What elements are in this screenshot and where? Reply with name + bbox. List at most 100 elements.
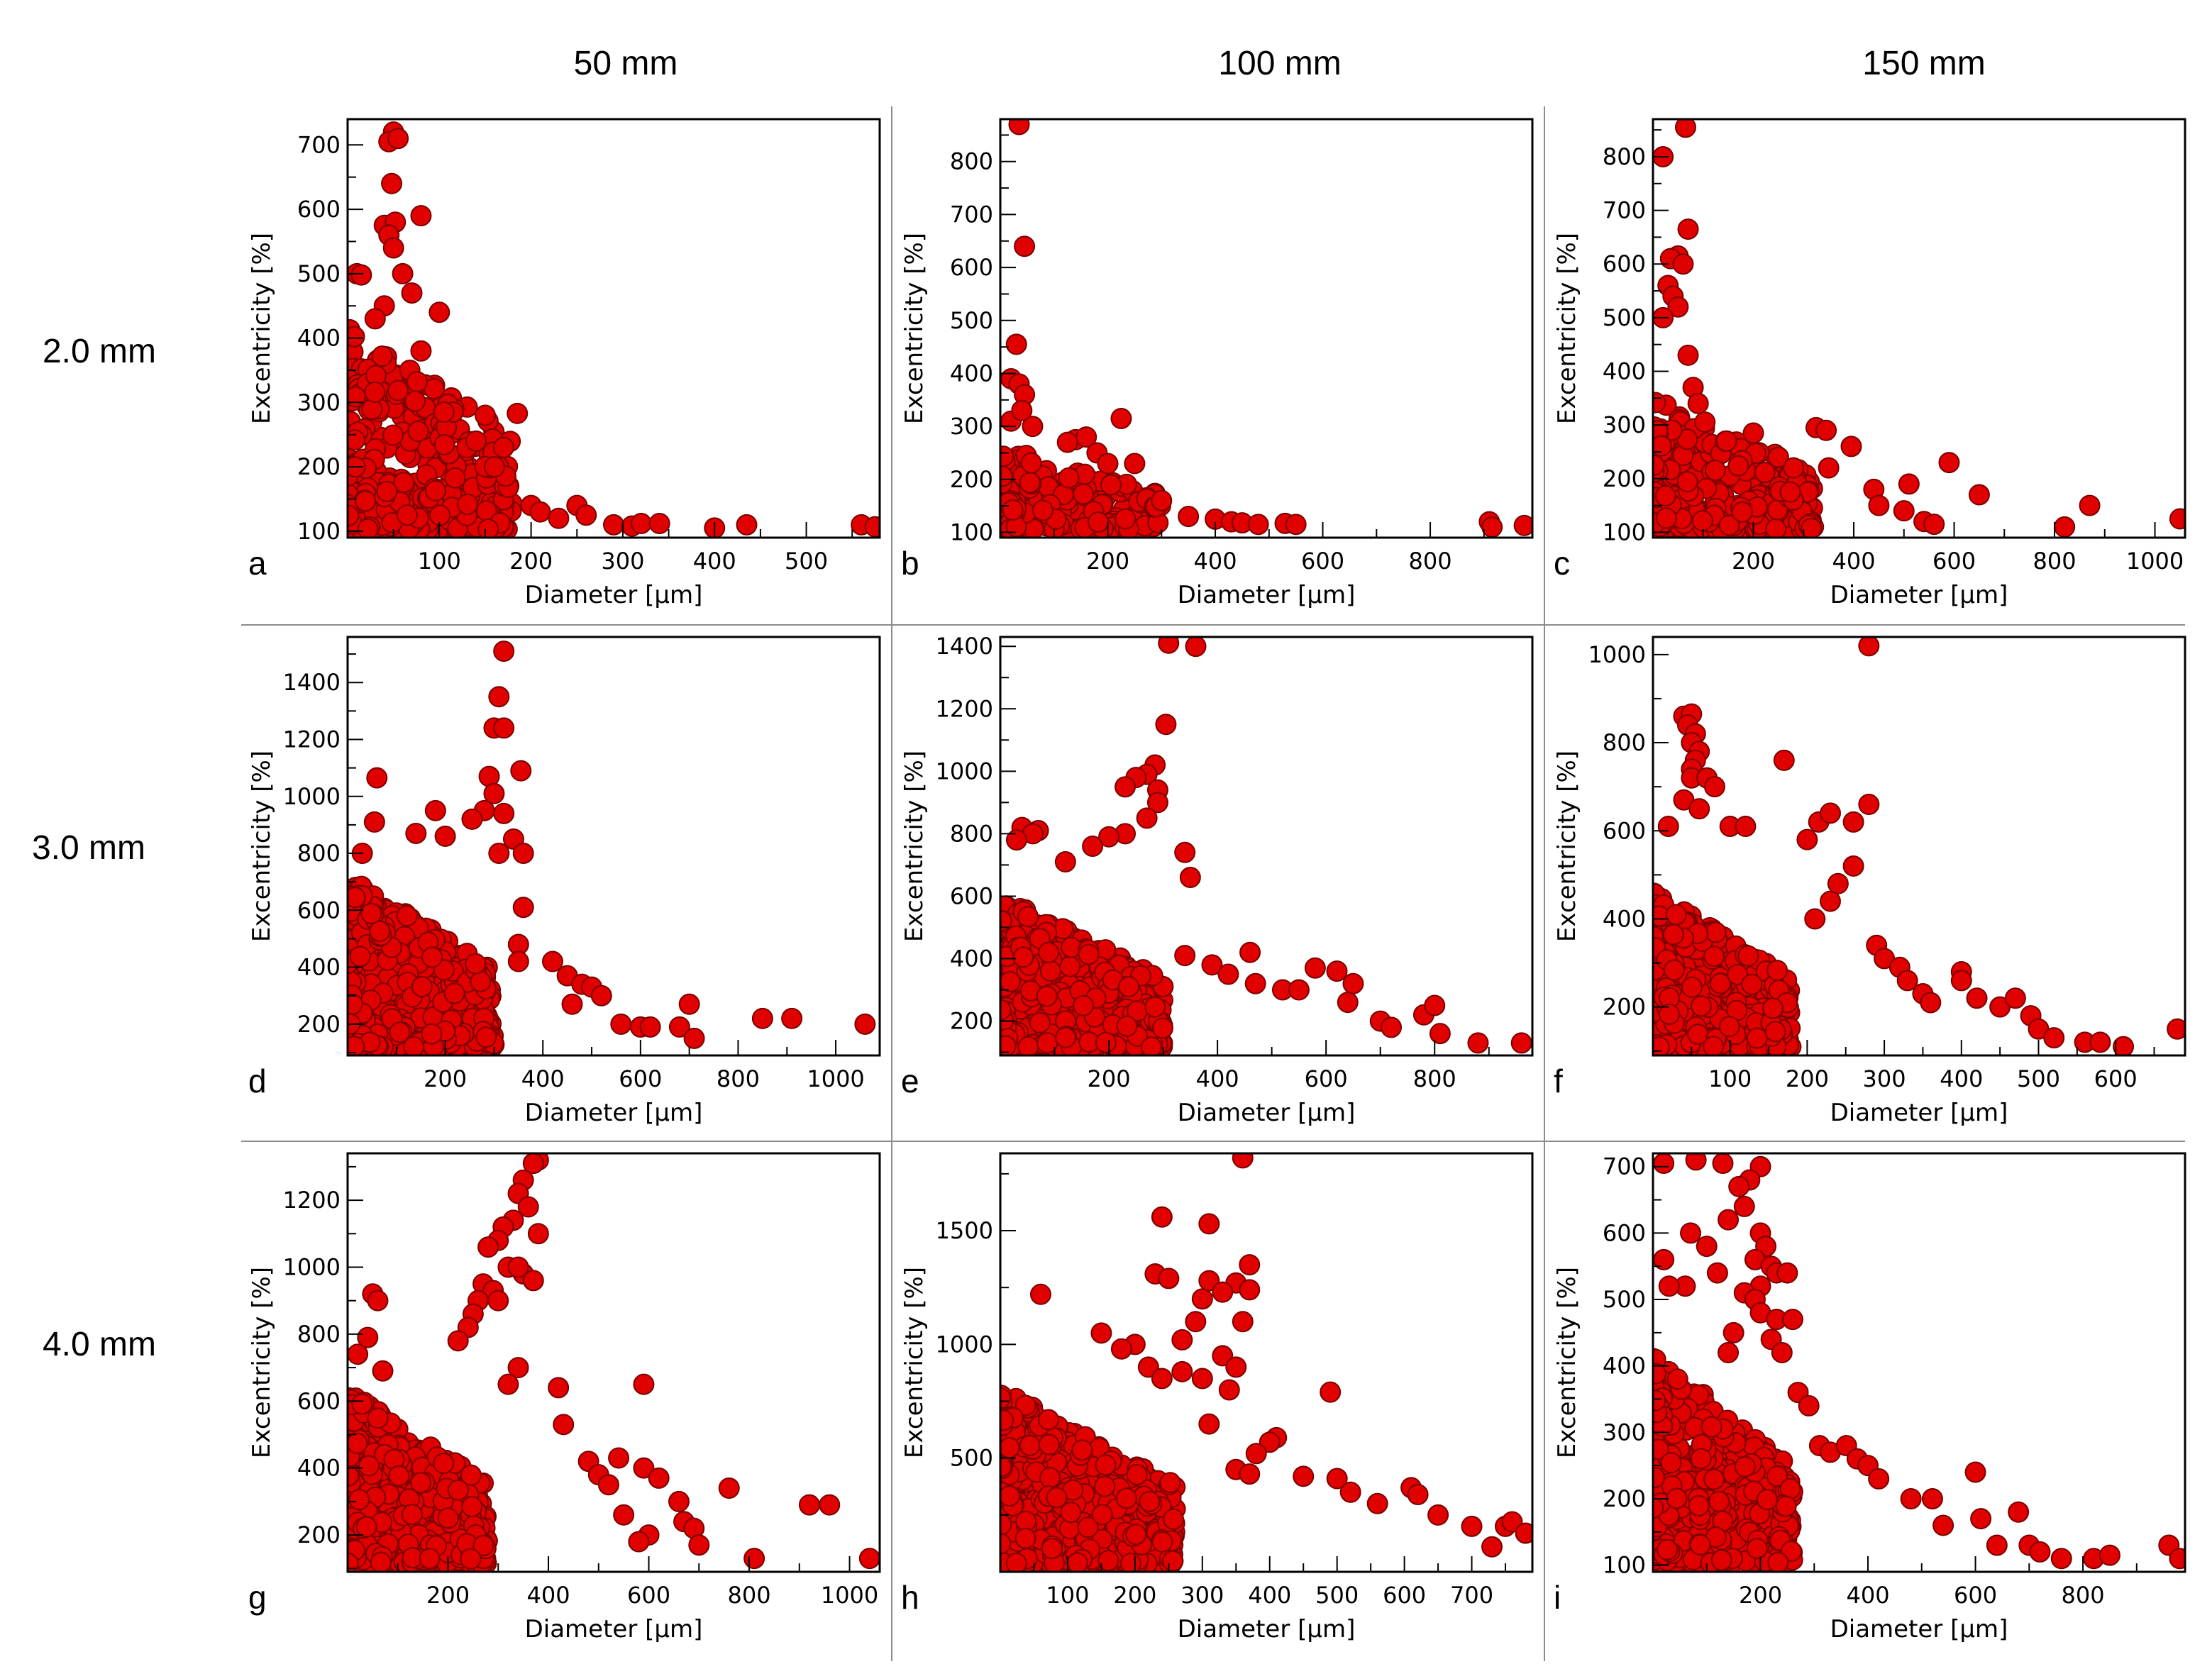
y-tick-label: 400	[950, 360, 993, 387]
scatter-point	[1858, 794, 1880, 815]
x-tick-label: 700	[1450, 1582, 1493, 1609]
scatter-point	[1704, 459, 1726, 481]
y-tick-label: 200	[1603, 465, 1646, 492]
scatter-point	[648, 513, 670, 535]
y-tick-label: 400	[1603, 358, 1646, 385]
scatter-point	[548, 507, 570, 529]
x-axis-label: Diameter [µm]	[1178, 1099, 1356, 1127]
separator-vertical-2	[1544, 106, 1545, 1661]
scatter-point	[1017, 906, 1039, 928]
scatter-point	[404, 390, 426, 412]
scatter-point	[1097, 453, 1119, 475]
scatter-point	[1655, 507, 1677, 529]
scatter-point	[396, 504, 418, 526]
scatter-point	[350, 264, 372, 286]
scatter-point	[507, 402, 529, 424]
scatter-point	[1091, 1504, 1113, 1526]
scatter-point	[608, 1447, 630, 1469]
x-tick-label: 100	[1708, 1065, 1752, 1092]
scatter-point	[2079, 494, 2101, 516]
plot-frame	[999, 1152, 1534, 1573]
scatter-point	[348, 326, 365, 348]
scatter-point	[1191, 1288, 1213, 1310]
x-axis-label: Diameter [µm]	[1178, 581, 1356, 609]
y-tick-label: 100	[1603, 519, 1646, 545]
scatter-point	[348, 1343, 369, 1365]
scatter-point	[1690, 995, 1712, 1017]
scatter-point	[1339, 1481, 1361, 1503]
scatter-point	[1815, 419, 1837, 441]
scatter-point	[718, 1477, 740, 1499]
scatter-point	[364, 308, 386, 330]
scatter-point	[493, 802, 515, 824]
scatter-point	[1705, 921, 1727, 943]
x-tick-label: 300	[1180, 1582, 1224, 1609]
scatter-point	[1020, 452, 1042, 474]
scatter-point	[1000, 1035, 1017, 1055]
scatter-point	[858, 1548, 880, 1570]
plot-frame	[999, 118, 1534, 539]
scatter-point	[1019, 472, 1041, 494]
scatter-point	[1098, 826, 1120, 848]
scatter-point	[1115, 1487, 1137, 1509]
scatter-point	[1174, 945, 1196, 967]
scatter-point	[1662, 924, 1684, 946]
y-tick-label: 200	[950, 466, 993, 493]
scatter-point	[590, 985, 612, 1007]
scatter-point	[507, 1357, 529, 1379]
y-tick-label: 700	[297, 131, 341, 158]
scatter-point	[1779, 481, 1801, 503]
scatter-point	[1151, 1206, 1173, 1228]
scatter-point	[507, 1256, 529, 1278]
scatter-point	[1676, 428, 1698, 450]
scatter-point	[1858, 637, 1880, 657]
scatter-point	[1110, 1338, 1132, 1360]
scatter-point	[1212, 1345, 1234, 1367]
scatter-point	[447, 1479, 469, 1501]
scatter-point	[1002, 499, 1024, 521]
x-tick-label: 300	[601, 548, 644, 575]
y-tick-label: 600	[1603, 817, 1646, 844]
scatter-point	[1139, 1490, 1161, 1512]
scatter-point	[1000, 1409, 1014, 1431]
scatter-point	[1762, 997, 1784, 1019]
scatter-point	[433, 401, 455, 423]
scatter-point	[1039, 1467, 1061, 1489]
scatter-point	[1709, 972, 1731, 994]
scatter-point	[1326, 1468, 1348, 1490]
scatter-point	[1381, 1016, 1403, 1038]
scatter-point	[1801, 518, 1823, 538]
scatter-point	[1144, 996, 1166, 1018]
scatter-point	[1198, 1413, 1220, 1435]
scatter-point	[366, 767, 388, 789]
panel-c: 200 400 600 800 1000100200300400500600700800…	[1553, 118, 2186, 609]
x-tick-label: 300	[1863, 1065, 1906, 1092]
scatter-point	[1056, 431, 1078, 453]
separator-horizontal-2	[241, 1141, 2185, 1142]
x-tick-label: 200	[424, 1065, 467, 1092]
scatter-point	[1481, 516, 1503, 538]
panel-i: 200 400 600 800100200300400500600700Diamete…	[1553, 1152, 2186, 1643]
x-tick-label: 600	[619, 1065, 662, 1092]
scatter-point	[1017, 1036, 1039, 1055]
scatter-point	[1158, 1268, 1180, 1290]
scatter-point	[633, 1457, 655, 1479]
scatter-point	[410, 1472, 432, 1494]
panel-label: g	[248, 1579, 267, 1616]
scatter-point	[421, 1023, 443, 1045]
scatter-point	[444, 467, 466, 489]
scatter-point	[1923, 514, 1945, 536]
x-tick-label: 400	[1832, 548, 1875, 575]
y-axis-label: Excentricity [%]	[900, 1267, 929, 1458]
plot-frame	[346, 636, 881, 1057]
scatter-point	[1137, 1356, 1159, 1378]
x-tick-label: 600	[1932, 548, 1976, 575]
scatter-point	[1029, 1011, 1051, 1033]
scatter-point	[1151, 489, 1173, 511]
scatter-point	[1429, 1023, 1451, 1045]
scatter-point	[1688, 798, 1710, 820]
scatter-point	[1366, 1492, 1388, 1514]
scatter-point	[1232, 1153, 1254, 1169]
x-tick-label: 400	[693, 548, 736, 575]
scatter-point	[1467, 1032, 1489, 1054]
